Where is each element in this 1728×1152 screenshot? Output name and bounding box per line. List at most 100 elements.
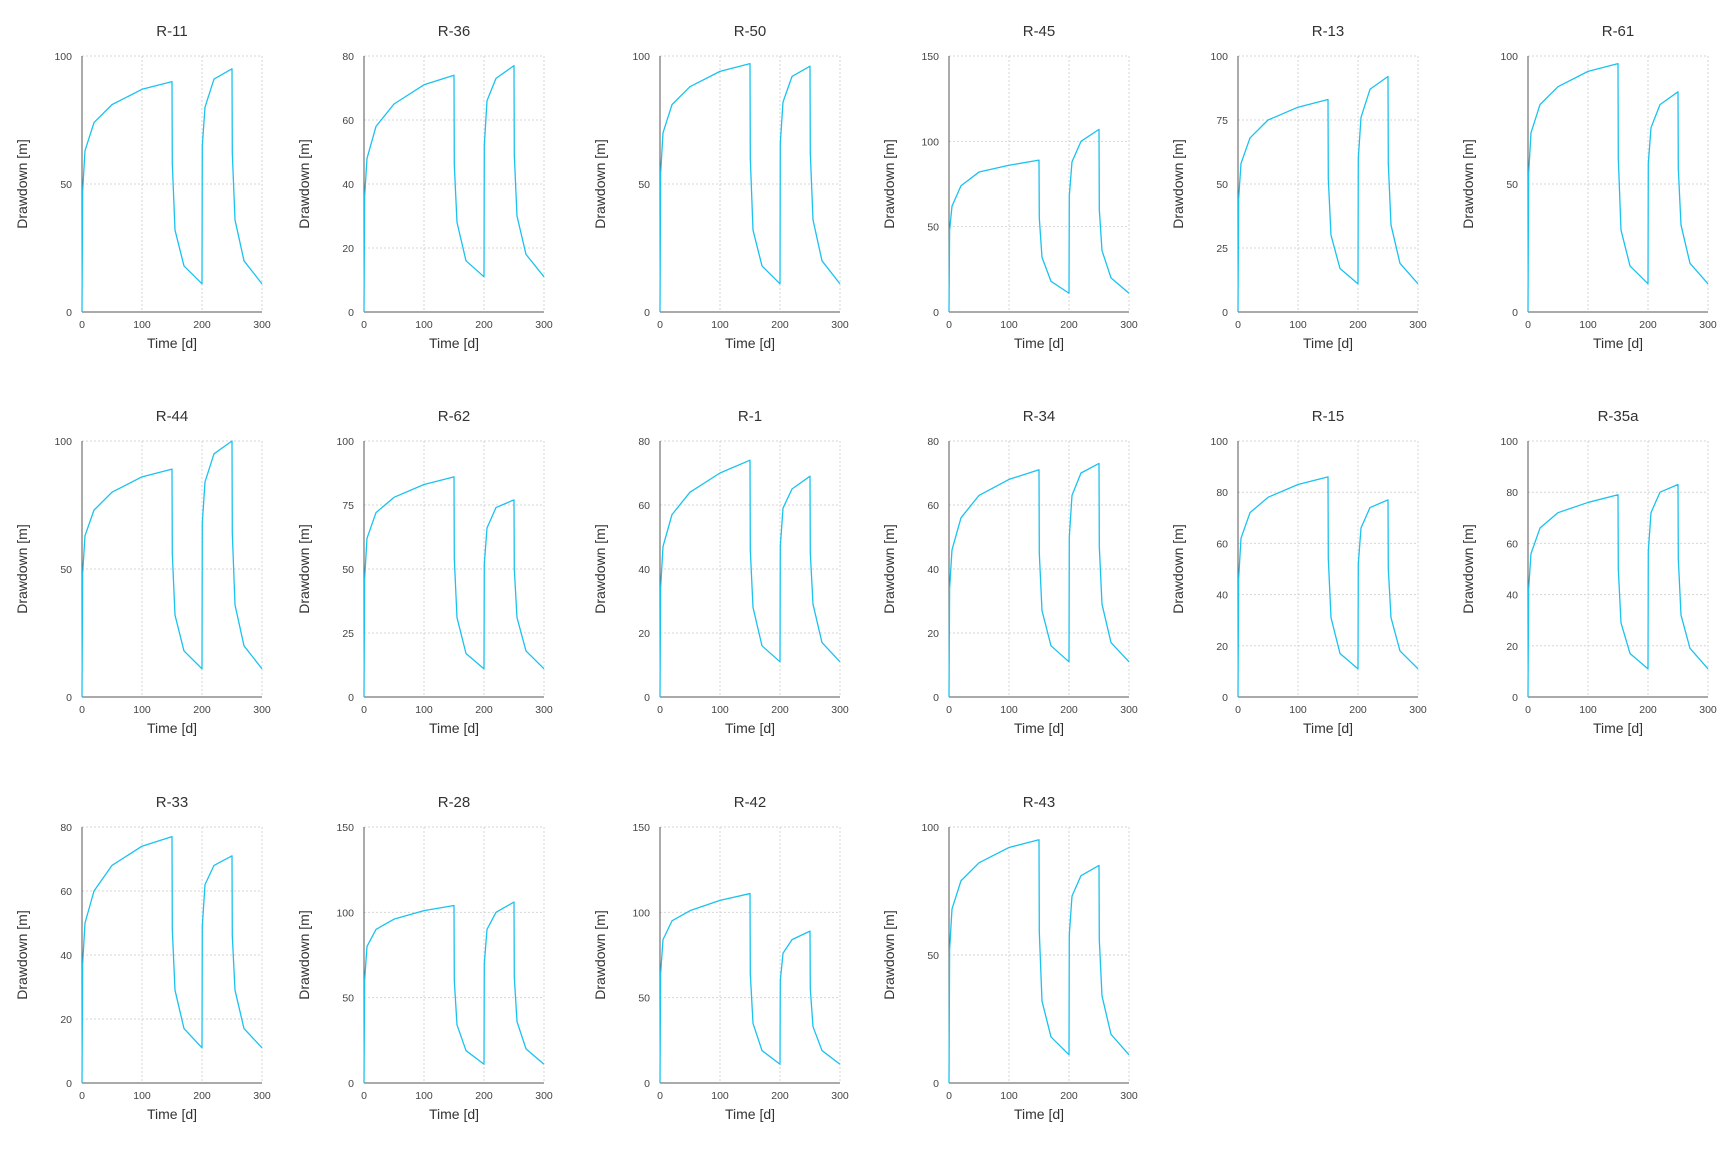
x-tick-label: 200 (475, 704, 493, 716)
y-tick-label: 80 (638, 436, 650, 448)
drawdown-line (81, 440, 263, 698)
x-tick-label: 300 (1120, 704, 1138, 716)
subplot-title: R-33 (156, 794, 189, 811)
x-tick-label: 0 (657, 704, 663, 716)
subplot-r-50: 0 100 200 300 0 50 100 R-50 Time [d] Drawdown [m] (592, 23, 849, 351)
subplot-r-1: 0 100 200 300 0 20 40 60 80 R-1 Time [d] Drawdown [… (592, 408, 849, 736)
x-tick-label: 300 (1409, 319, 1427, 331)
x-axis-label: Time [d] (1593, 720, 1643, 736)
x-tick-label: 200 (1639, 319, 1657, 331)
x-axis-label: Time [d] (147, 1106, 197, 1122)
y-axis-label: Drawdown [m] (1460, 524, 1476, 613)
x-tick-label: 100 (133, 319, 151, 331)
subplot-r-35a: 0 100 200 300 0 20 40 60 80 100 R-35a Time [d] Drawd… (1460, 408, 1717, 736)
y-tick-label: 150 (632, 822, 650, 834)
subplot-r-62: 0 100 200 300 0 25 50 75 100 R-62 Time [d] Drawdown… (296, 408, 553, 736)
x-tick-label: 0 (361, 319, 367, 331)
x-tick-label: 300 (535, 319, 553, 331)
x-tick-label: 100 (415, 1090, 433, 1102)
drawdown-line (948, 462, 1130, 698)
x-tick-label: 300 (1699, 319, 1717, 331)
y-tick-label: 100 (1210, 51, 1228, 63)
y-tick-label: 60 (60, 886, 72, 898)
x-tick-label: 0 (1235, 704, 1241, 716)
x-axis-label: Time [d] (429, 335, 479, 351)
drawdown-line (659, 63, 841, 313)
x-axis-label: Time [d] (429, 1106, 479, 1122)
y-axis-label: Drawdown [m] (296, 910, 312, 999)
subplot-r-13: 0 100 200 300 0 25 50 75 100 R-13 Time [d] Drawdown… (1170, 23, 1427, 351)
x-tick-label: 200 (1060, 1090, 1078, 1102)
y-axis-label: Drawdown [m] (14, 524, 30, 613)
y-tick-label: 50 (60, 179, 72, 191)
y-tick-label: 75 (342, 500, 354, 512)
y-tick-label: 20 (927, 628, 939, 640)
subplot-title: R-50 (734, 23, 767, 40)
x-axis-label: Time [d] (725, 1106, 775, 1122)
x-tick-label: 100 (1000, 704, 1018, 716)
y-axis-label: Drawdown [m] (14, 139, 30, 228)
y-tick-label: 100 (1500, 51, 1518, 63)
drawdown-line (1527, 63, 1709, 313)
y-tick-label: 100 (1500, 436, 1518, 448)
y-tick-label: 100 (336, 907, 354, 919)
x-tick-label: 300 (535, 1090, 553, 1102)
x-tick-label: 0 (79, 704, 85, 716)
y-axis-label: Drawdown [m] (881, 524, 897, 613)
y-tick-label: 50 (342, 993, 354, 1005)
drawdown-line (1237, 75, 1419, 313)
y-axis-label: Drawdown [m] (296, 139, 312, 228)
x-tick-label: 300 (831, 704, 849, 716)
drawdown-line (1237, 476, 1419, 698)
x-axis-label: Time [d] (147, 720, 197, 736)
x-tick-label: 100 (1000, 319, 1018, 331)
x-tick-label: 0 (657, 319, 663, 331)
y-tick-label: 20 (1216, 641, 1228, 653)
subplot-title: R-11 (156, 23, 187, 40)
y-tick-label: 150 (336, 822, 354, 834)
subplot-title: R-43 (1023, 794, 1056, 811)
x-tick-label: 0 (1525, 319, 1531, 331)
y-tick-label: 100 (921, 136, 939, 148)
subplot-title: R-45 (1023, 23, 1056, 40)
y-tick-label: 100 (1210, 436, 1228, 448)
subplot-r-28: 0 100 200 300 0 50 100 150 R-28 Time [d] Drawdown … (296, 794, 553, 1122)
y-axis-label: Drawdown [m] (881, 139, 897, 228)
y-tick-label: 80 (1216, 487, 1228, 499)
subplot-title: R-35a (1598, 408, 1640, 425)
subplot-title: R-34 (1023, 408, 1056, 425)
x-tick-label: 100 (711, 1090, 729, 1102)
x-tick-label: 100 (1000, 1090, 1018, 1102)
subplot-title: R-42 (734, 794, 767, 811)
y-tick-label: 150 (921, 51, 939, 63)
x-tick-label: 300 (253, 704, 271, 716)
y-tick-label: 80 (342, 51, 354, 63)
x-axis-label: Time [d] (725, 335, 775, 351)
drawdown-line (363, 901, 545, 1084)
x-tick-label: 300 (1699, 704, 1717, 716)
drawdown-line (659, 459, 841, 698)
x-tick-label: 100 (415, 319, 433, 331)
x-tick-label: 100 (711, 704, 729, 716)
x-tick-label: 200 (1060, 704, 1078, 716)
subplot-r-45: 0 100 200 300 0 50 100 150 R-45 Time [d] Drawdown … (881, 23, 1138, 351)
x-tick-label: 200 (193, 704, 211, 716)
x-tick-label: 200 (771, 319, 789, 331)
x-axis-label: Time [d] (1014, 1106, 1064, 1122)
y-tick-label: 75 (1216, 115, 1228, 127)
x-axis-label: Time [d] (1014, 720, 1064, 736)
subplot-r-15: 0 100 200 300 0 20 40 60 80 100 R-15 Time [d] Drawdo… (1170, 408, 1427, 736)
subplot-r-44: 0 100 200 300 0 50 100 R-44 Time [d] Drawdown [m] (14, 408, 271, 736)
y-tick-label: 0 (348, 307, 354, 319)
y-tick-label: 50 (927, 222, 939, 234)
x-tick-label: 100 (1289, 319, 1307, 331)
y-axis-label: Drawdown [m] (592, 910, 608, 999)
x-axis-label: Time [d] (1303, 720, 1353, 736)
subplot-r-36: 0 100 200 300 0 20 40 60 80 R-36 Time [d] Drawdown … (296, 23, 553, 351)
y-tick-label: 100 (632, 51, 650, 63)
y-tick-label: 0 (933, 692, 939, 704)
y-axis-label: Drawdown [m] (592, 139, 608, 228)
y-tick-label: 60 (1506, 538, 1518, 550)
x-axis-label: Time [d] (1593, 335, 1643, 351)
y-axis-label: Drawdown [m] (1460, 139, 1476, 228)
